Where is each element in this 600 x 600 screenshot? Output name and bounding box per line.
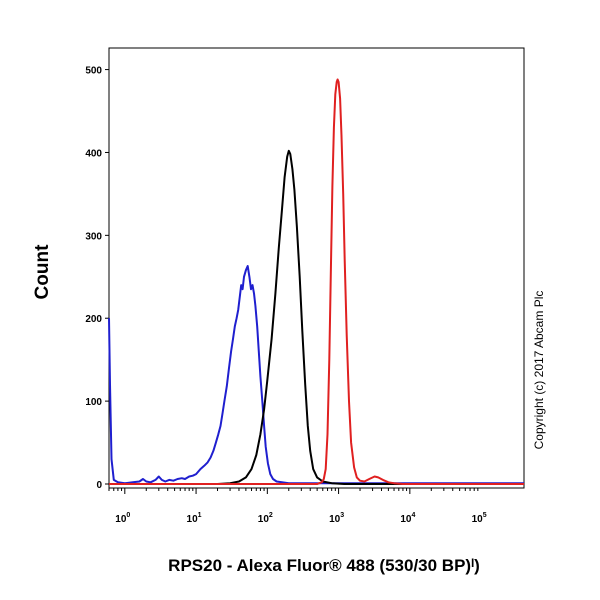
y-tick-label: 400 bbox=[85, 148, 102, 159]
y-tick-label: 200 bbox=[85, 314, 102, 325]
y-tick-label: 0 bbox=[96, 480, 102, 491]
y-tick-label: 100 bbox=[85, 397, 102, 408]
series-line-3 bbox=[109, 78, 524, 485]
copyright-annotation: Copyright (c) 2017 Abcam Plc bbox=[532, 291, 546, 450]
y-axis: 0 100 200 300 400 500 bbox=[85, 66, 109, 491]
y-axis-title: Count bbox=[32, 244, 53, 300]
x-axis-title: RPS20 - Alexa Fluor® 488 (530/30 BP)ᴵ) bbox=[168, 556, 480, 575]
x-tick-label: 102 bbox=[258, 512, 273, 525]
series-line-1 bbox=[108, 265, 524, 485]
x-tick-label: 101 bbox=[187, 512, 202, 525]
series-layer bbox=[108, 78, 524, 485]
plot-frame bbox=[108, 47, 525, 489]
x-tick-label: 104 bbox=[400, 512, 415, 525]
series-line-2 bbox=[109, 149, 524, 485]
y-tick-label: 300 bbox=[85, 231, 102, 242]
x-tick-label: 100 bbox=[115, 512, 130, 525]
x-tick-label: 105 bbox=[472, 512, 487, 525]
x-axis: 100 101 102 103 104 105 bbox=[108, 488, 487, 525]
y-tick-label: 500 bbox=[85, 66, 102, 77]
x-tick-label: 103 bbox=[329, 512, 344, 525]
